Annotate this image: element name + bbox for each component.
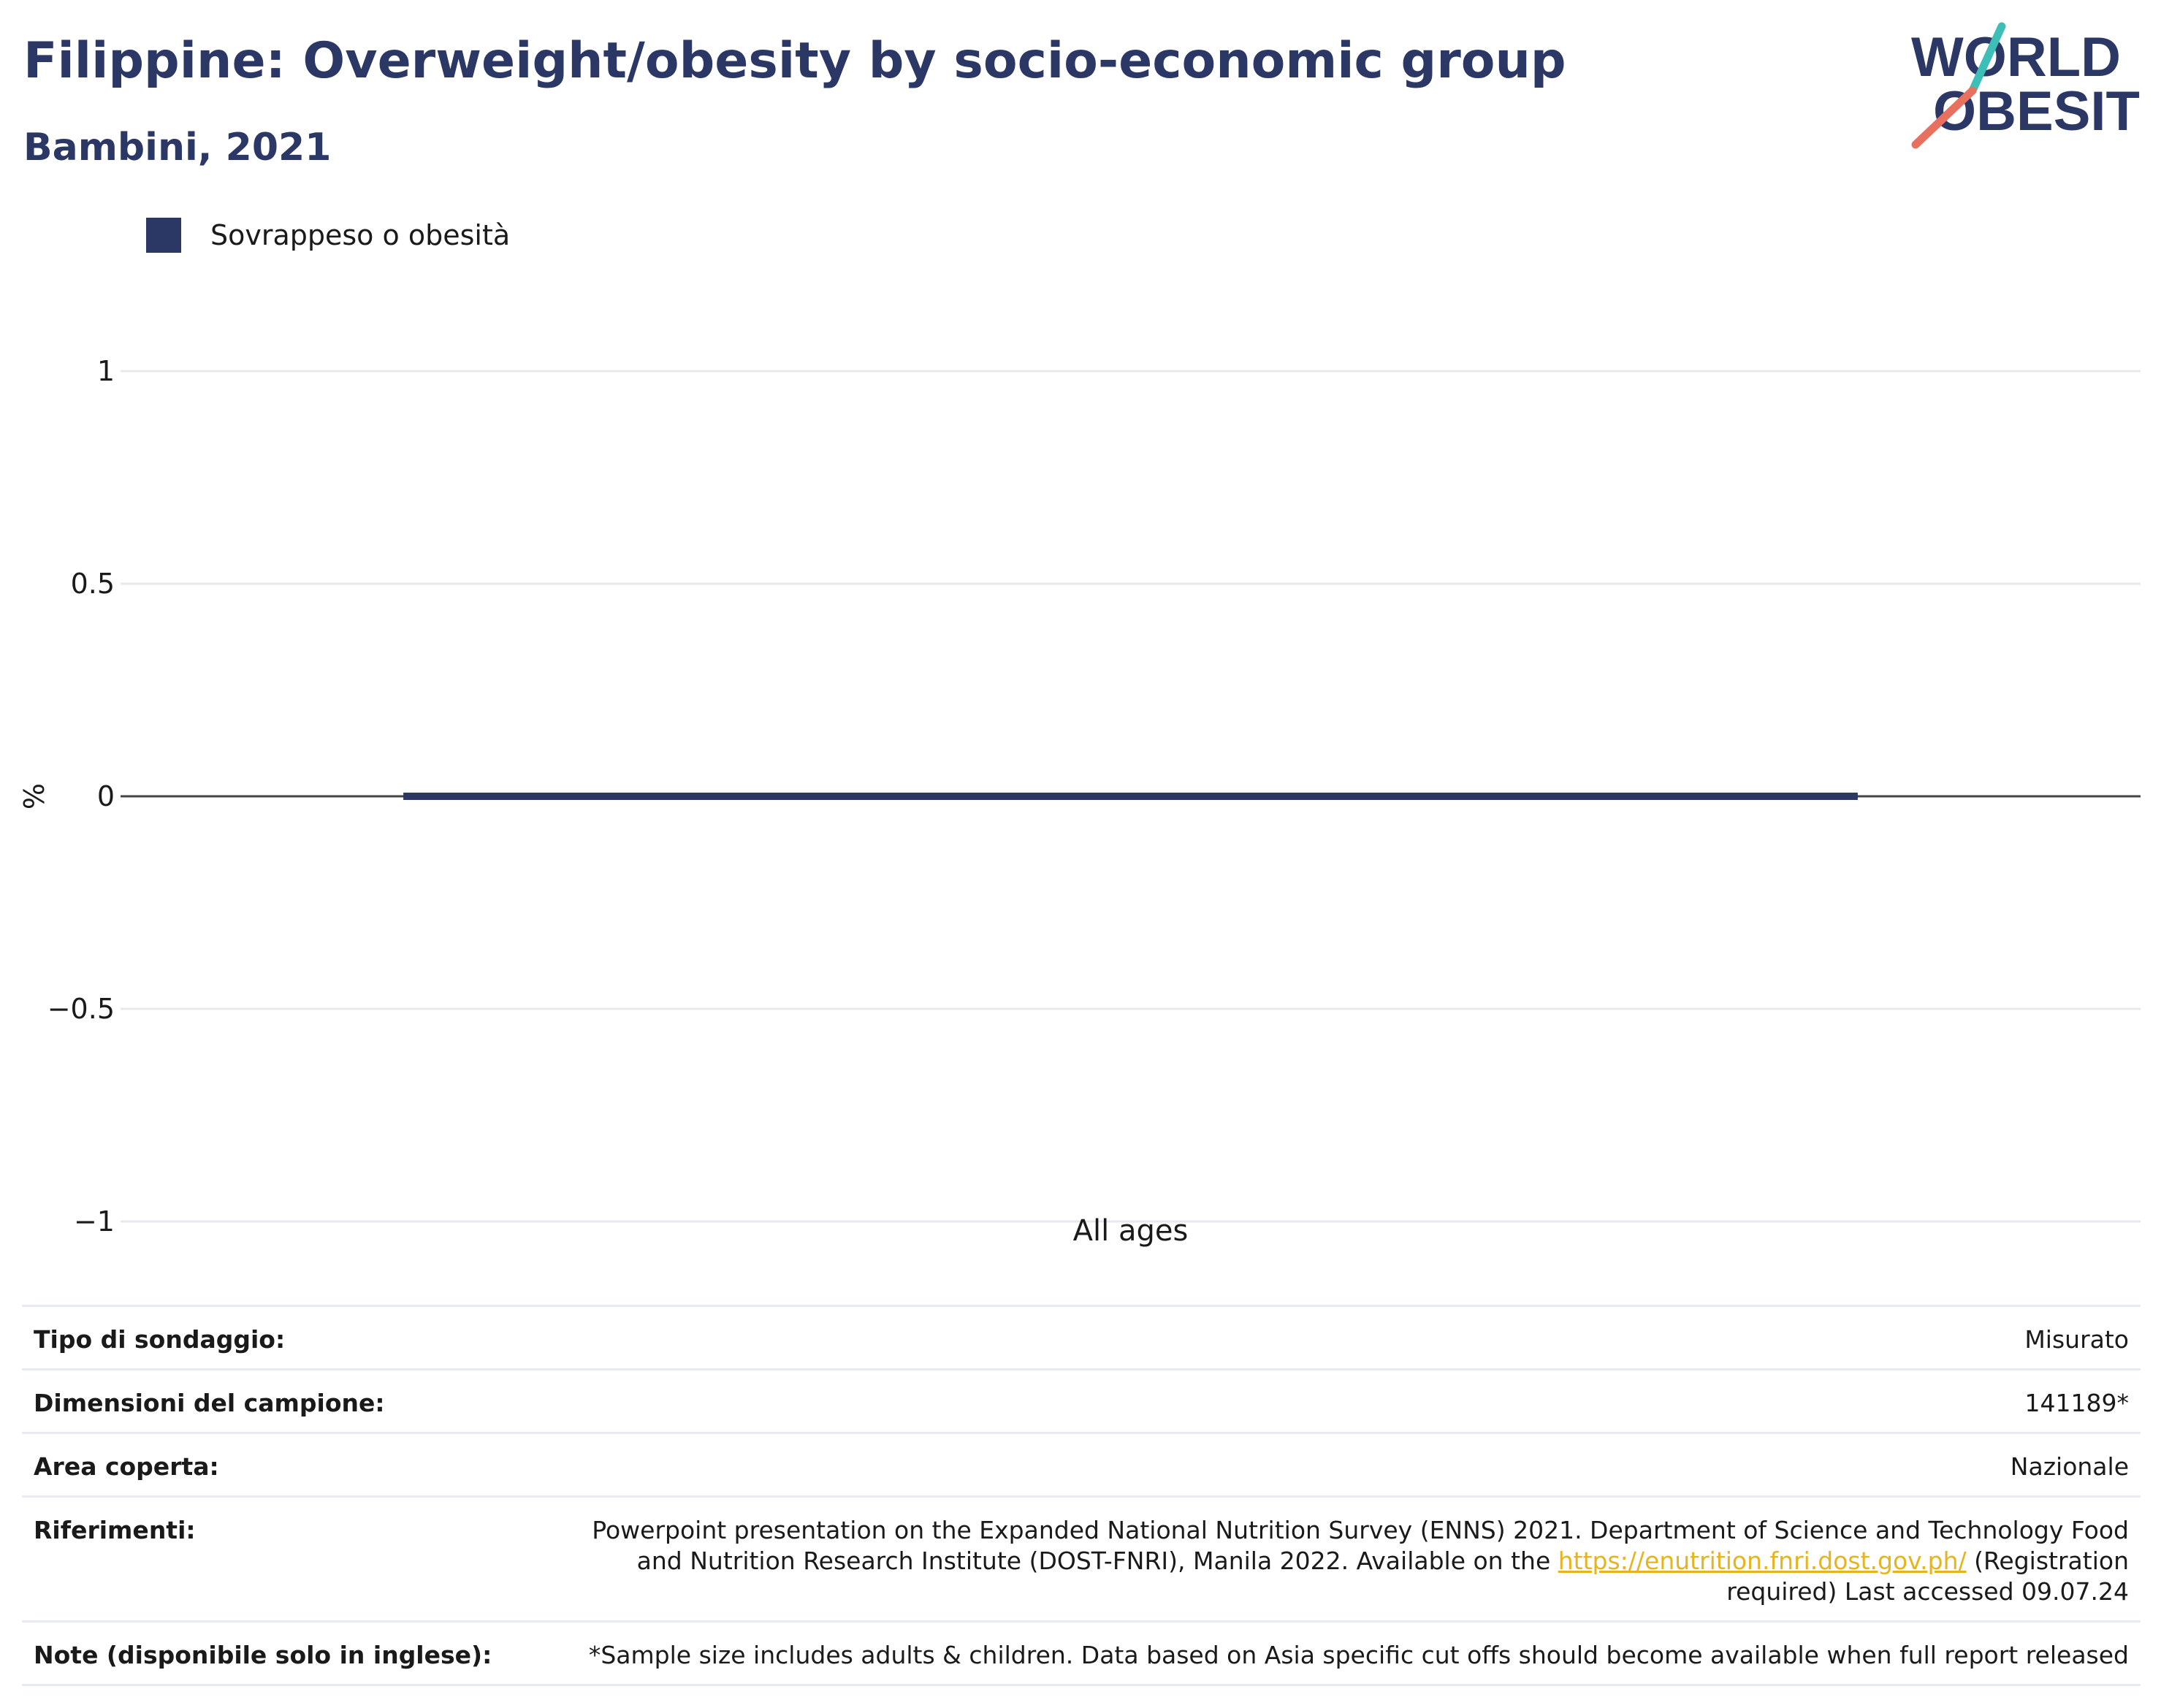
legend-label: Sovrappeso o obesità bbox=[210, 219, 511, 251]
survey-type-value: Misurato bbox=[557, 1305, 2141, 1370]
references-label: Riferimenti: bbox=[22, 1495, 557, 1622]
bar-chart: 1 0.5 0 −0.5 −1 All ages % bbox=[18, 355, 2141, 1248]
world-obesity-logo: WORLD OBESITY bbox=[1911, 22, 2141, 149]
y-axis-ticks: 1 0.5 0 −0.5 −1 bbox=[47, 355, 115, 1238]
x-axis-ticks: All ages bbox=[1073, 1214, 1189, 1248]
y-tick-label: 0 bbox=[97, 780, 115, 812]
y-tick-label: 1 bbox=[97, 355, 115, 387]
table-row: Tipo di sondaggio: Misurato bbox=[22, 1305, 2141, 1370]
table-row: Riferimenti: Powerpoint presentation on … bbox=[22, 1495, 2141, 1622]
bar[interactable] bbox=[403, 793, 1858, 800]
references-text-before: Powerpoint presentation on the Expanded … bbox=[592, 1516, 2129, 1575]
references-link[interactable]: https://enutrition.fnri.dost.gov.ph/ bbox=[1558, 1547, 1967, 1575]
y-tick-label: −1 bbox=[74, 1205, 115, 1238]
chart-title: Filippine: Overweight/obesity by socio-e… bbox=[23, 32, 1566, 90]
notes-value: *Sample size includes adults & children.… bbox=[557, 1620, 2141, 1686]
references-value: Powerpoint presentation on the Expanded … bbox=[557, 1495, 2141, 1622]
chart-legend[interactable]: Sovrappeso o obesità bbox=[146, 218, 510, 253]
sample-size-value: 141189* bbox=[557, 1368, 2141, 1433]
notes-label: Note (disponibile solo in inglese): bbox=[22, 1620, 557, 1686]
x-tick-label: All ages bbox=[1073, 1214, 1189, 1248]
references-text-after: (Registration required) Last accessed 09… bbox=[1726, 1547, 2129, 1606]
table-row: Note (disponibile solo in inglese): *Sam… bbox=[22, 1620, 2141, 1686]
table-row: Dimensioni del campione: 141189* bbox=[22, 1368, 2141, 1433]
sample-size-label: Dimensioni del campione: bbox=[22, 1368, 557, 1433]
survey-details-table: Tipo di sondaggio: Misurato Dimensioni d… bbox=[22, 1305, 2141, 1686]
table-row: Area coperta: Nazionale bbox=[22, 1432, 2141, 1497]
bar-series bbox=[403, 793, 1858, 800]
logo-text-world: WORLD bbox=[1911, 26, 2121, 88]
legend-swatch bbox=[146, 218, 181, 253]
y-tick-label: 0.5 bbox=[71, 568, 115, 600]
y-tick-label: −0.5 bbox=[47, 993, 115, 1025]
chart-subtitle: Bambini, 2021 bbox=[23, 126, 332, 169]
logo-slash-coral bbox=[1911, 86, 1977, 149]
logo-slash-teal bbox=[1968, 22, 2006, 95]
survey-type-label: Tipo di sondaggio: bbox=[22, 1305, 557, 1370]
area-covered-label: Area coperta: bbox=[22, 1432, 557, 1497]
area-covered-value: Nazionale bbox=[557, 1432, 2141, 1497]
y-axis-label: % bbox=[18, 783, 50, 809]
